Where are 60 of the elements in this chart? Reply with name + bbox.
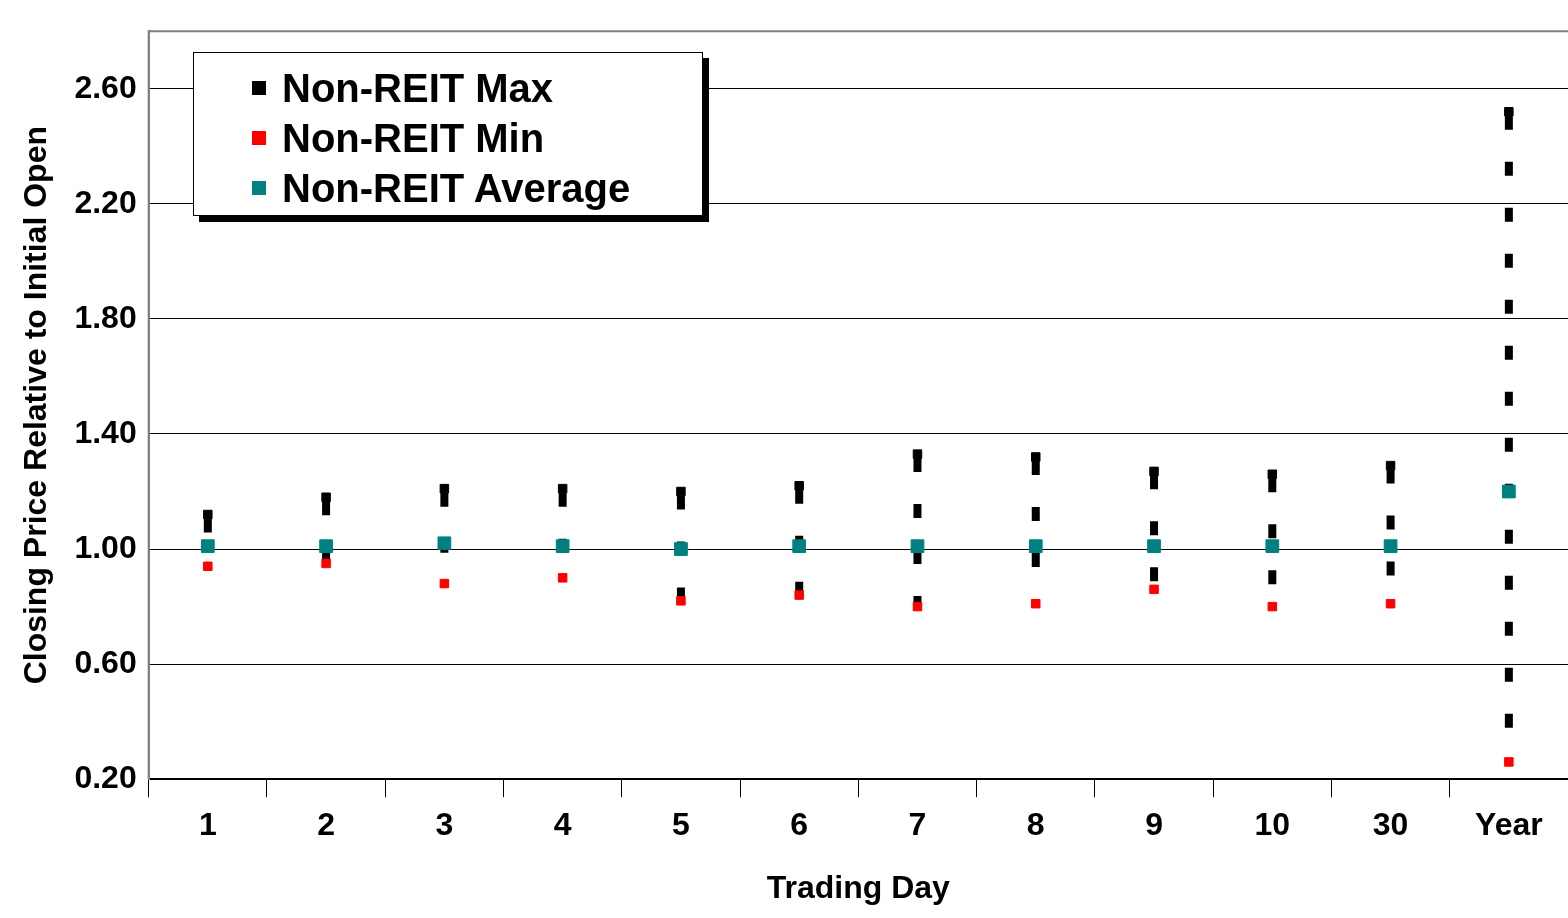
x-tick-label: 7 bbox=[908, 806, 927, 843]
point bbox=[439, 578, 450, 589]
point bbox=[1502, 484, 1516, 499]
point bbox=[1383, 539, 1398, 554]
x-tick-label: 10 bbox=[1254, 806, 1291, 843]
point bbox=[1267, 469, 1278, 479]
y-axis-title: Closing Price Relative to Initial Open bbox=[17, 126, 54, 685]
point bbox=[1265, 539, 1280, 554]
x-tick-label: 4 bbox=[553, 806, 572, 843]
y-tick-label: 1.40 bbox=[74, 413, 137, 450]
legend-label: Non-REIT Max bbox=[282, 65, 554, 111]
point bbox=[1504, 107, 1514, 117]
point bbox=[319, 539, 333, 554]
y-tick-label: 0.60 bbox=[74, 643, 137, 680]
y-tick-label: 1.80 bbox=[74, 298, 137, 335]
point bbox=[1267, 601, 1278, 612]
point bbox=[1504, 757, 1514, 767]
legend-label: Non-REIT Min bbox=[282, 115, 545, 161]
x-tick-label: 30 bbox=[1372, 806, 1409, 843]
legend-label: Non-REIT Average bbox=[282, 165, 631, 211]
point bbox=[557, 573, 568, 583]
point bbox=[792, 539, 807, 554]
point bbox=[439, 483, 450, 494]
point bbox=[1149, 584, 1159, 595]
point bbox=[910, 539, 925, 554]
x-axis-title: Trading Day bbox=[766, 868, 951, 905]
point bbox=[557, 483, 568, 494]
x-tick-label: 2 bbox=[317, 806, 335, 843]
x-tick-label: 3 bbox=[435, 806, 454, 843]
point bbox=[1031, 598, 1041, 609]
point bbox=[676, 486, 686, 497]
point bbox=[1031, 452, 1041, 462]
x-tick-label: 6 bbox=[790, 806, 809, 843]
point bbox=[1028, 539, 1043, 554]
point bbox=[794, 481, 804, 491]
point bbox=[203, 561, 213, 572]
point bbox=[1147, 539, 1161, 554]
point bbox=[203, 509, 213, 520]
point bbox=[555, 539, 570, 554]
point bbox=[674, 542, 688, 556]
y-tick-label: 2.60 bbox=[74, 68, 137, 105]
point bbox=[676, 596, 686, 606]
x-tick-label: 8 bbox=[1026, 806, 1045, 843]
y-tick-label: 2.20 bbox=[74, 183, 137, 220]
x-tick-label: Year bbox=[1475, 806, 1543, 843]
x-tick-label: 5 bbox=[672, 806, 690, 843]
y-tick-label: 1.00 bbox=[74, 528, 137, 565]
point bbox=[794, 590, 804, 600]
point bbox=[912, 601, 923, 612]
point bbox=[321, 558, 331, 569]
x-tick-label: 1 bbox=[198, 806, 217, 843]
y-tick-label: 0.20 bbox=[74, 759, 137, 796]
point bbox=[1385, 598, 1396, 609]
point bbox=[437, 536, 452, 551]
point bbox=[912, 449, 923, 459]
x-tick-label: 9 bbox=[1145, 806, 1163, 843]
point bbox=[1149, 466, 1159, 477]
point bbox=[321, 492, 331, 502]
point bbox=[1385, 460, 1396, 471]
point bbox=[200, 539, 215, 554]
